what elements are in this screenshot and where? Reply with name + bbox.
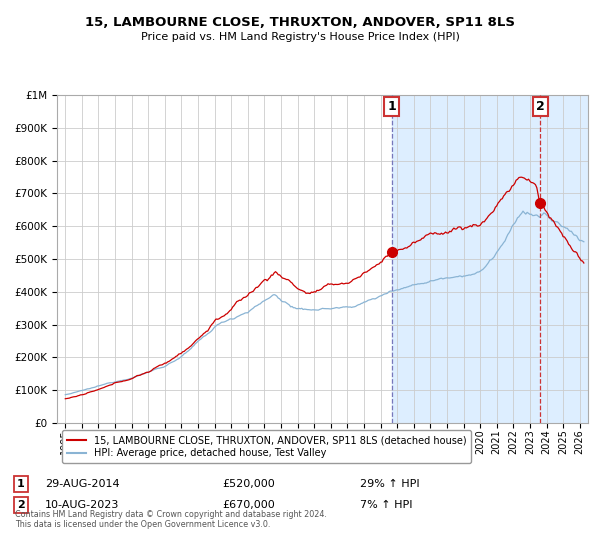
Text: 2: 2 (536, 100, 544, 113)
Bar (392, 95, 588, 423)
Text: Contains HM Land Registry data © Crown copyright and database right 2024.
This d: Contains HM Land Registry data © Crown c… (15, 510, 327, 529)
Text: 2: 2 (17, 500, 25, 510)
Text: 15, LAMBOURNE CLOSE, THRUXTON, ANDOVER, SP11 8LS: 15, LAMBOURNE CLOSE, THRUXTON, ANDOVER, … (85, 16, 515, 29)
Text: 7% ↑ HPI: 7% ↑ HPI (360, 500, 413, 510)
Text: 29% ↑ HPI: 29% ↑ HPI (360, 479, 419, 489)
Text: 1: 1 (387, 100, 396, 113)
Text: £520,000: £520,000 (222, 479, 275, 489)
Text: 29-AUG-2014: 29-AUG-2014 (45, 479, 119, 489)
Text: 10-AUG-2023: 10-AUG-2023 (45, 500, 119, 510)
Legend: 15, LAMBOURNE CLOSE, THRUXTON, ANDOVER, SP11 8LS (detached house), HPI: Average : 15, LAMBOURNE CLOSE, THRUXTON, ANDOVER, … (62, 431, 472, 463)
Text: 1: 1 (17, 479, 25, 489)
Text: £670,000: £670,000 (222, 500, 275, 510)
Text: Price paid vs. HM Land Registry's House Price Index (HPI): Price paid vs. HM Land Registry's House … (140, 32, 460, 43)
